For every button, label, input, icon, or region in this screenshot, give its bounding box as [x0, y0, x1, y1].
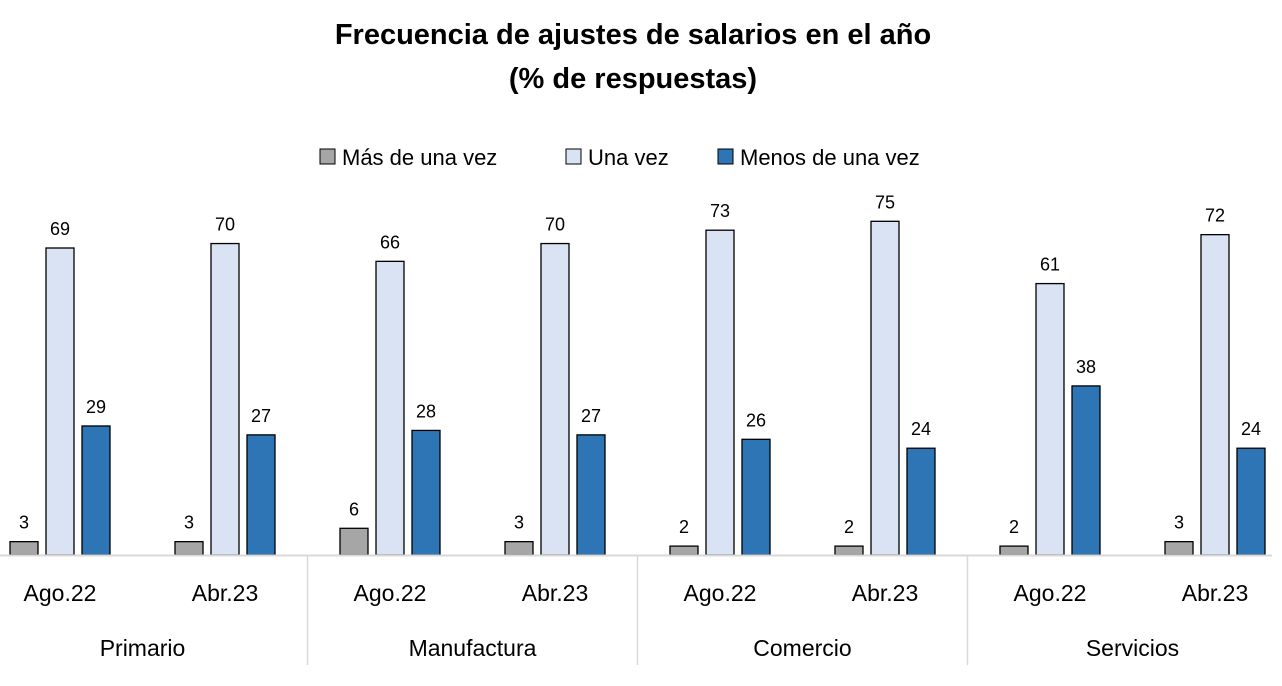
x-tick-label: Abr.23 — [852, 580, 919, 606]
x-axis: Ago.22 Abr.23 Ago.22 Abr.23 Ago.22 Abr.23 Ago.… — [0, 554, 1272, 665]
bar — [870, 220, 900, 556]
x-tick-label: Ago.22 — [684, 580, 757, 606]
bar — [9, 541, 39, 556]
bar — [375, 260, 405, 556]
data-label: 24 — [1241, 419, 1261, 439]
data-label: 28 — [416, 401, 436, 421]
bar — [81, 425, 111, 556]
group-label: Manufactura — [409, 635, 537, 661]
bar — [834, 545, 864, 556]
bar — [210, 242, 240, 556]
x-tick-label: Abr.23 — [1182, 580, 1249, 606]
data-label: 69 — [50, 219, 70, 239]
group-label: Comercio — [753, 635, 851, 661]
data-label: 2 — [679, 517, 689, 537]
data-label: 27 — [251, 406, 271, 426]
bar — [174, 541, 204, 556]
bar — [411, 429, 441, 556]
x-tick-label: Ago.22 — [354, 580, 427, 606]
bar — [1236, 447, 1266, 556]
data-label: 29 — [86, 397, 106, 417]
legend-swatch — [717, 148, 734, 165]
data-label: 3 — [184, 513, 194, 533]
data-label: 3 — [19, 513, 29, 533]
chart-title: Frecuencia de ajustes de salarios en el … — [335, 19, 931, 51]
chart-subtitle: (% de respuestas) — [509, 63, 757, 95]
legend-swatch — [319, 148, 336, 165]
x-tick-label: Ago.22 — [24, 580, 97, 606]
data-label: 75 — [875, 192, 895, 212]
legend: Más de una vez Una vez Menos de una vez — [319, 145, 920, 170]
data-label: 72 — [1205, 206, 1225, 226]
data-label: 2 — [1009, 517, 1019, 537]
bar — [45, 247, 75, 556]
bar — [741, 438, 771, 556]
group-label: Primario — [100, 635, 186, 661]
data-label: 6 — [349, 499, 359, 519]
data-label: 61 — [1040, 255, 1060, 275]
legend-label: Más de una vez — [342, 145, 497, 170]
legend-label: Menos de una vez — [740, 145, 920, 170]
bar — [705, 229, 735, 556]
group-label: Servicios — [1086, 635, 1179, 661]
data-label: 38 — [1076, 357, 1096, 377]
bar — [906, 447, 936, 556]
bar — [669, 545, 699, 556]
bar — [999, 545, 1029, 556]
bar — [504, 541, 534, 556]
data-label: 70 — [215, 215, 235, 235]
bar — [1200, 234, 1230, 556]
data-label: 70 — [545, 215, 565, 235]
bar — [1035, 282, 1065, 556]
data-label: 3 — [1174, 513, 1184, 533]
legend-label: Una vez — [588, 145, 669, 170]
x-tick-label: Abr.23 — [522, 580, 589, 606]
x-tick-label: Abr.23 — [192, 580, 259, 606]
bar — [246, 434, 276, 556]
data-label: 73 — [710, 201, 730, 221]
data-label: 26 — [746, 410, 766, 430]
x-tick-label: Ago.22 — [1014, 580, 1087, 606]
bar — [1071, 385, 1101, 556]
data-label: 24 — [911, 419, 931, 439]
bar — [1164, 541, 1194, 556]
bar — [576, 434, 606, 556]
legend-swatch — [565, 148, 582, 165]
data-label: 2 — [844, 517, 854, 537]
data-label: 66 — [380, 232, 400, 252]
bar — [540, 242, 570, 556]
bar — [339, 527, 369, 556]
data-label: 3 — [514, 513, 524, 533]
data-label: 27 — [581, 406, 601, 426]
